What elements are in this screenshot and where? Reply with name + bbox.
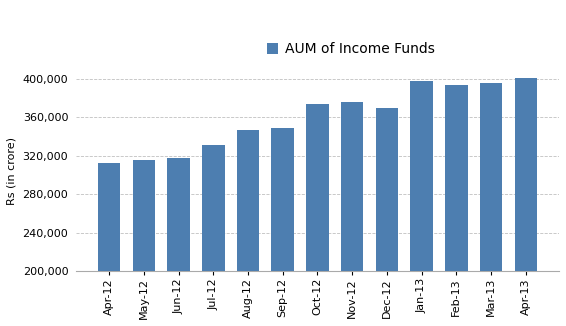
Bar xyxy=(306,104,329,326)
Legend: AUM of Income Funds: AUM of Income Funds xyxy=(267,42,435,56)
Bar xyxy=(341,102,363,326)
Bar xyxy=(237,130,259,326)
Bar xyxy=(376,108,398,326)
Bar xyxy=(168,158,190,326)
Y-axis label: Rs (in crore): Rs (in crore) xyxy=(7,137,17,205)
Bar xyxy=(445,85,468,326)
Bar xyxy=(410,81,433,326)
Bar xyxy=(202,145,225,326)
Bar xyxy=(514,78,537,326)
Bar xyxy=(98,163,121,326)
Bar xyxy=(480,83,503,326)
Bar xyxy=(272,128,294,326)
Bar xyxy=(132,160,155,326)
